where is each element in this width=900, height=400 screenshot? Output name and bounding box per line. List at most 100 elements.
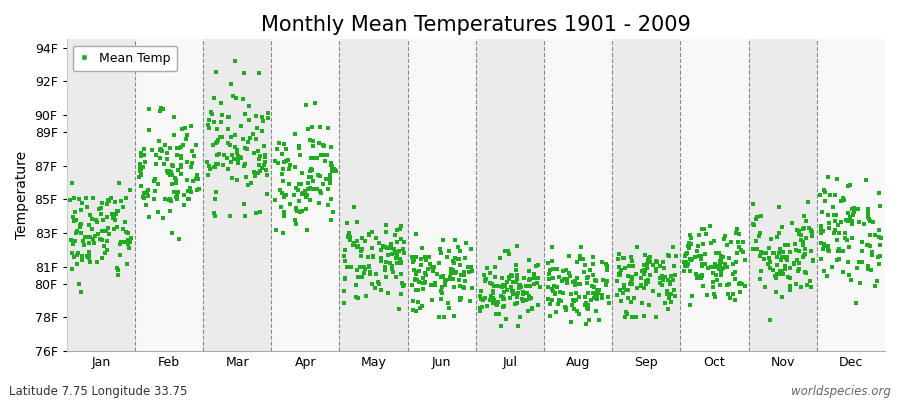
Point [271, 160, 285, 166]
Point [153, 146, 167, 153]
Point [392, 226, 407, 233]
Point [289, 221, 303, 227]
Bar [339, 39, 408, 351]
Point [181, 188, 195, 194]
Point [806, 257, 820, 263]
Point [586, 272, 600, 278]
Point [599, 262, 614, 269]
Point [828, 192, 842, 198]
Point [695, 272, 709, 278]
Point [230, 160, 245, 166]
Point [169, 196, 184, 202]
Bar [476, 39, 544, 351]
Point [274, 151, 289, 157]
Point [256, 165, 270, 171]
Point [147, 178, 161, 184]
Point [493, 293, 508, 299]
Point [320, 152, 334, 158]
Point [241, 116, 256, 123]
Point [486, 290, 500, 296]
Point [600, 294, 615, 300]
Point [286, 192, 301, 198]
Point [434, 250, 448, 256]
Point [617, 314, 632, 321]
Point [476, 296, 491, 303]
Point [111, 224, 125, 231]
Point [174, 144, 188, 150]
Point [576, 256, 590, 262]
Point [464, 264, 478, 270]
Point [341, 232, 356, 239]
Point [523, 275, 537, 282]
Point [75, 253, 89, 260]
Point [185, 178, 200, 184]
Point [80, 204, 94, 210]
Point [238, 213, 252, 220]
Point [392, 248, 407, 254]
Point [230, 147, 244, 153]
Point [392, 256, 407, 262]
Point [842, 214, 857, 220]
Point [338, 276, 353, 282]
Point [94, 210, 108, 217]
Point [306, 178, 320, 184]
Point [837, 230, 851, 236]
Point [556, 276, 571, 282]
Point [798, 246, 813, 252]
Point [433, 296, 447, 303]
Point [66, 214, 80, 221]
Point [519, 282, 534, 289]
Point [382, 244, 397, 250]
Point [498, 289, 512, 295]
Point [524, 295, 538, 301]
Point [212, 134, 227, 140]
Point [595, 292, 609, 298]
Point [361, 264, 375, 270]
Point [625, 274, 639, 281]
Point [212, 150, 227, 157]
Point [590, 287, 604, 293]
Point [436, 273, 451, 279]
Point [610, 278, 625, 285]
Point [374, 255, 388, 262]
Point [162, 196, 176, 203]
Point [770, 271, 784, 277]
Point [772, 230, 787, 236]
Point [629, 271, 643, 278]
Point [865, 248, 879, 255]
Point [473, 296, 488, 302]
Point [416, 280, 430, 286]
Point [220, 126, 235, 133]
Point [430, 271, 445, 277]
Point [139, 202, 153, 208]
Point [595, 259, 609, 266]
Point [208, 196, 222, 202]
Point [617, 282, 632, 288]
Point [545, 286, 560, 292]
Point [495, 274, 509, 281]
Point [453, 248, 467, 254]
Point [624, 299, 638, 305]
Point [207, 209, 221, 216]
Point [616, 290, 630, 296]
Point [509, 242, 524, 249]
Point [580, 274, 595, 280]
Point [360, 254, 374, 260]
Point [548, 291, 562, 297]
Point [393, 291, 408, 298]
Point [596, 276, 610, 283]
Point [859, 177, 873, 183]
Point [488, 264, 502, 271]
Point [148, 161, 163, 168]
Point [136, 152, 150, 158]
Point [479, 276, 493, 282]
Point [303, 155, 318, 161]
Point [94, 236, 108, 242]
Point [371, 278, 385, 285]
Point [752, 230, 767, 237]
Point [832, 246, 846, 252]
Point [258, 154, 273, 160]
Point [822, 224, 836, 231]
Point [249, 113, 264, 119]
Point [191, 176, 205, 182]
